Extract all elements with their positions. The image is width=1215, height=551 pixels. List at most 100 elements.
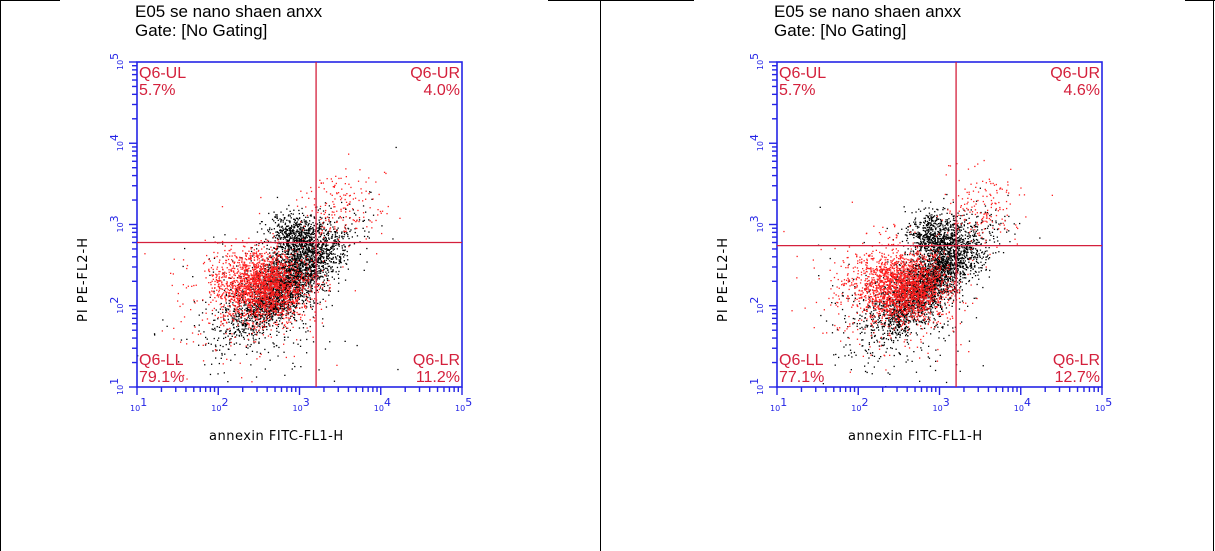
data-point: [252, 252, 254, 254]
data-point: [318, 236, 320, 238]
data-point: [305, 275, 308, 277]
data-point: [283, 228, 285, 230]
data-point: [266, 239, 269, 241]
data-point: [238, 305, 240, 307]
data-point: [229, 294, 231, 296]
data-point: [266, 282, 268, 285]
data-point: [274, 300, 276, 302]
data-point: [304, 293, 306, 295]
data-point: [320, 225, 322, 227]
data-point: [214, 319, 216, 321]
data-point: [289, 231, 291, 234]
data-point: [245, 278, 247, 280]
data-point: [284, 293, 286, 295]
data-point: [245, 324, 247, 326]
data-point: [289, 290, 292, 292]
data-point: [313, 224, 315, 227]
data-point: [277, 301, 279, 303]
data-point: [280, 318, 282, 320]
data-point: [240, 285, 242, 287]
data-point: [280, 211, 282, 213]
data-point: [306, 291, 308, 294]
data-point: [308, 266, 310, 268]
data-point: [241, 281, 243, 283]
data-point: [272, 306, 274, 308]
data-point: [290, 285, 293, 287]
data-point: [312, 278, 315, 280]
data-point: [344, 227, 346, 229]
data-point: [311, 285, 313, 287]
data-point: [325, 306, 328, 308]
data-point: [265, 264, 267, 267]
data-point: [302, 278, 304, 280]
data-point: [282, 309, 284, 312]
data-point: [291, 261, 293, 263]
data-point: [242, 288, 244, 290]
data-point: [231, 267, 233, 270]
data-point: [254, 299, 256, 301]
data-point: [335, 235, 337, 238]
data-point: [214, 344, 217, 346]
data-point: [263, 241, 266, 243]
data-point: [297, 313, 299, 315]
data-point: [309, 273, 312, 275]
data-point: [305, 294, 307, 296]
data-point: [241, 323, 243, 325]
data-point: [268, 302, 270, 304]
data-point: [316, 252, 318, 254]
data-point: [275, 289, 277, 291]
data-point: [312, 253, 314, 256]
data-point: [253, 282, 255, 284]
data-point: [224, 245, 226, 247]
data-point: [268, 296, 270, 298]
data-point: [275, 235, 277, 237]
data-point: [248, 307, 250, 309]
data-point: [311, 273, 313, 275]
data-point: [307, 230, 310, 232]
data-point: [230, 268, 232, 271]
data-point: [308, 227, 311, 229]
data-point: [303, 228, 305, 230]
data-point: [318, 267, 321, 269]
data-point: [307, 223, 310, 226]
data-point: [270, 246, 272, 248]
data-point: [303, 311, 305, 313]
data-point: [312, 248, 314, 250]
data-point: [244, 322, 246, 325]
data-point: [233, 293, 235, 295]
data-point: [303, 252, 305, 254]
data-point: [284, 279, 286, 281]
data-point: [242, 320, 244, 322]
data-point: [294, 261, 296, 263]
data-point: [244, 301, 246, 303]
data-point: [311, 259, 313, 261]
data-point: [319, 248, 322, 250]
data-point: [284, 255, 286, 257]
data-point: [279, 266, 281, 268]
data-point: [257, 283, 260, 285]
data-point: [218, 294, 221, 296]
data-point: [337, 227, 339, 229]
data-point: [310, 244, 312, 247]
data-point: [239, 266, 241, 268]
data-point: [277, 259, 279, 262]
data-point: [317, 245, 319, 247]
data-point: [295, 230, 298, 233]
data-point: [273, 286, 275, 288]
data-point: [241, 324, 244, 327]
data-point: [282, 268, 285, 270]
data-point: [300, 267, 302, 269]
data-point: [205, 308, 207, 310]
data-point: [298, 209, 300, 212]
data-point: [288, 273, 290, 275]
data-point: [310, 281, 312, 283]
data-point: [258, 342, 260, 344]
data-point: [273, 292, 276, 294]
data-point: [293, 256, 296, 258]
data-point: [296, 282, 298, 284]
data-point: [232, 324, 234, 326]
data-point: [258, 314, 260, 316]
data-point: [397, 368, 399, 371]
data-point: [307, 296, 309, 299]
data-point: [296, 303, 299, 305]
